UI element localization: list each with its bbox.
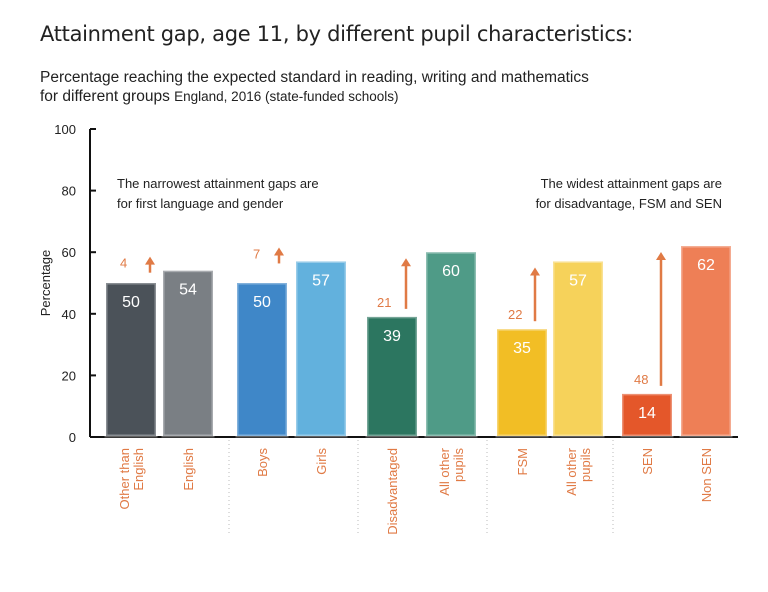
category-label: pupils <box>451 448 466 482</box>
bar <box>424 250 478 438</box>
bar-value-label: 39 <box>383 328 401 345</box>
gap-arrowhead-icon <box>274 247 284 256</box>
bar-value-label: 57 <box>312 272 330 289</box>
bar <box>161 269 215 438</box>
bar-value-label: 50 <box>122 294 140 311</box>
gap-label: 7 <box>253 246 260 261</box>
bar <box>294 259 348 438</box>
gap-arrowhead-icon <box>145 256 155 265</box>
bar-value-label: 60 <box>442 263 460 280</box>
y-tick-label: 40 <box>62 307 76 322</box>
gap-arrowhead-icon <box>656 252 666 261</box>
annotation-narrowest-line1: The narrowest attainment gaps are <box>117 176 319 191</box>
gap-label: 21 <box>377 295 391 310</box>
annotation-narrowest-line2: for first language and gender <box>117 196 284 211</box>
bar-value-label: 62 <box>697 257 715 274</box>
y-tick-label: 20 <box>62 368 76 383</box>
category-label: SEN <box>640 448 655 475</box>
category-label: All other <box>564 447 579 495</box>
bar-value-label: 54 <box>179 282 197 299</box>
bar-value-label: 50 <box>253 294 271 311</box>
subtitle-source: England, 2016 (state-funded schools) <box>174 89 399 104</box>
y-tick-label: 100 <box>54 122 76 137</box>
annotation-widest-line1: The widest attainment gaps are <box>541 176 722 191</box>
gap-label: 48 <box>634 372 648 387</box>
bar-value-label: 35 <box>513 340 531 357</box>
gap-arrowhead-icon <box>530 267 540 276</box>
y-tick-label: 0 <box>69 430 76 445</box>
subtitle-line2: for different groups <box>40 88 170 105</box>
y-axis-label: Percentage <box>38 250 53 317</box>
category-label: pupils <box>578 448 593 482</box>
gap-label: 22 <box>508 307 522 322</box>
bar-value-label: 57 <box>569 272 587 289</box>
y-tick-label: 80 <box>62 184 76 199</box>
gap-label: 4 <box>120 256 127 271</box>
bar <box>104 281 158 438</box>
chart-title: Attainment gap, age 11, by different pup… <box>40 22 634 46</box>
bar <box>679 244 733 438</box>
y-tick-label: 60 <box>62 245 76 260</box>
category-label: English <box>131 448 146 491</box>
chart-subtitle: Percentage reaching the expected standar… <box>40 68 740 106</box>
category-label: Other than <box>117 448 132 509</box>
bar <box>495 327 549 438</box>
category-label: Boys <box>255 448 270 477</box>
gap-arrowhead-icon <box>401 258 411 267</box>
category-label: Non SEN <box>699 448 714 502</box>
category-label: English <box>181 448 196 491</box>
bar <box>620 392 674 438</box>
annotation-widest-line2: for disadvantage, FSM and SEN <box>536 196 722 211</box>
bar <box>365 315 419 438</box>
category-label: Girls <box>314 448 329 475</box>
bar-value-label: 14 <box>638 405 656 422</box>
category-label: Disadvantaged <box>385 448 400 535</box>
bar <box>235 281 289 438</box>
bar <box>551 259 605 438</box>
category-label: All other <box>437 447 452 495</box>
subtitle-line1: Percentage reaching the expected standar… <box>40 69 589 86</box>
category-label: FSM <box>515 448 530 475</box>
